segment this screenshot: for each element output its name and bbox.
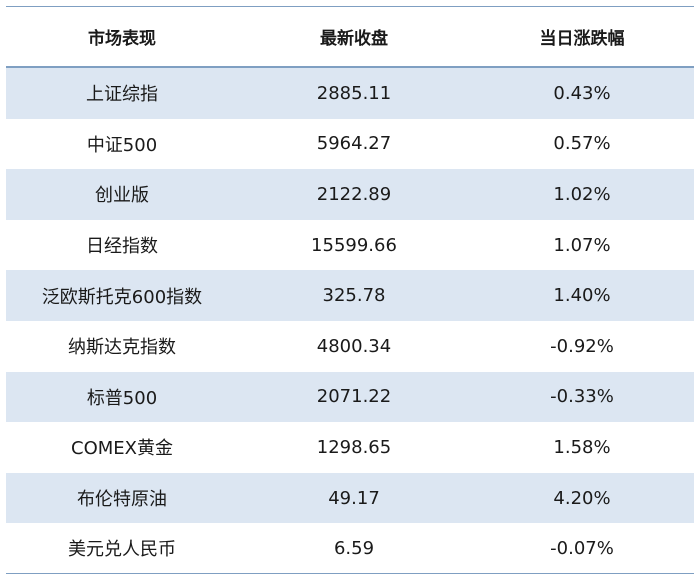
row-close: 4800.34 xyxy=(316,335,392,357)
header-close: 最新收盘 xyxy=(320,29,388,49)
row-name: 创业版 xyxy=(95,185,149,207)
row-change: 1.02% xyxy=(553,183,611,205)
row-close: 6.59 xyxy=(333,537,375,559)
row-change: 1.07% xyxy=(553,234,611,256)
row-close: 49.17 xyxy=(328,487,380,509)
row-change: 0.43% xyxy=(553,82,611,104)
row-close: 1298.65 xyxy=(316,436,392,458)
table-row: 泛欧斯托克600指数 325.78 1.40% xyxy=(6,270,694,321)
table-row: 上证综指 2885.11 0.43% xyxy=(6,68,694,119)
header-market: 市场表现 xyxy=(88,29,156,49)
table-row: COMEX黄金 1298.65 1.58% xyxy=(6,422,694,473)
row-change: 1.58% xyxy=(553,436,611,458)
row-close: 15599.66 xyxy=(311,234,397,256)
table-row: 美元兑人民币 6.59 -0.07% xyxy=(6,523,694,574)
row-name: COMEX黄金 xyxy=(71,438,173,460)
header-change: 当日涨跌幅 xyxy=(539,29,625,49)
market-table: 市场表现 最新收盘 当日涨跌幅 上证综指 2885.11 0.43% 中证500… xyxy=(6,6,694,574)
row-close: 2071.22 xyxy=(316,386,392,408)
row-name: 日经指数 xyxy=(86,236,158,258)
row-change: -0.33% xyxy=(550,386,614,408)
row-close: 5964.27 xyxy=(316,133,392,155)
table-row: 布伦特原油 49.17 4.20% xyxy=(6,472,694,524)
table-row: 日经指数 15599.66 1.07% xyxy=(6,220,694,271)
table-row: 标普500 2071.22 -0.33% xyxy=(6,371,694,423)
row-change: -0.07% xyxy=(550,537,614,559)
row-name: 布伦特原油 xyxy=(77,489,167,511)
table-row: 中证500 5964.27 0.57% xyxy=(6,119,694,170)
row-change: -0.92% xyxy=(550,335,614,357)
row-close: 2885.11 xyxy=(316,82,392,104)
row-name: 美元兑人民币 xyxy=(68,539,176,561)
table-row: 创业版 2122.89 1.02% xyxy=(6,169,694,220)
row-change: 0.57% xyxy=(553,133,611,155)
row-change: 4.20% xyxy=(553,487,611,509)
row-change: 1.40% xyxy=(553,285,611,307)
row-name: 上证综指 xyxy=(86,84,158,106)
row-close: 2122.89 xyxy=(316,183,392,205)
row-name: 标普500 xyxy=(86,387,158,409)
row-name: 纳斯达克指数 xyxy=(68,337,176,359)
row-name: 中证500 xyxy=(86,134,158,156)
table-header: 市场表现 最新收盘 当日涨跌幅 xyxy=(6,6,694,68)
table-row: 纳斯达克指数 4800.34 -0.92% xyxy=(6,321,694,372)
row-close: 325.78 xyxy=(322,285,386,307)
row-name: 泛欧斯托克600指数 xyxy=(41,286,203,308)
